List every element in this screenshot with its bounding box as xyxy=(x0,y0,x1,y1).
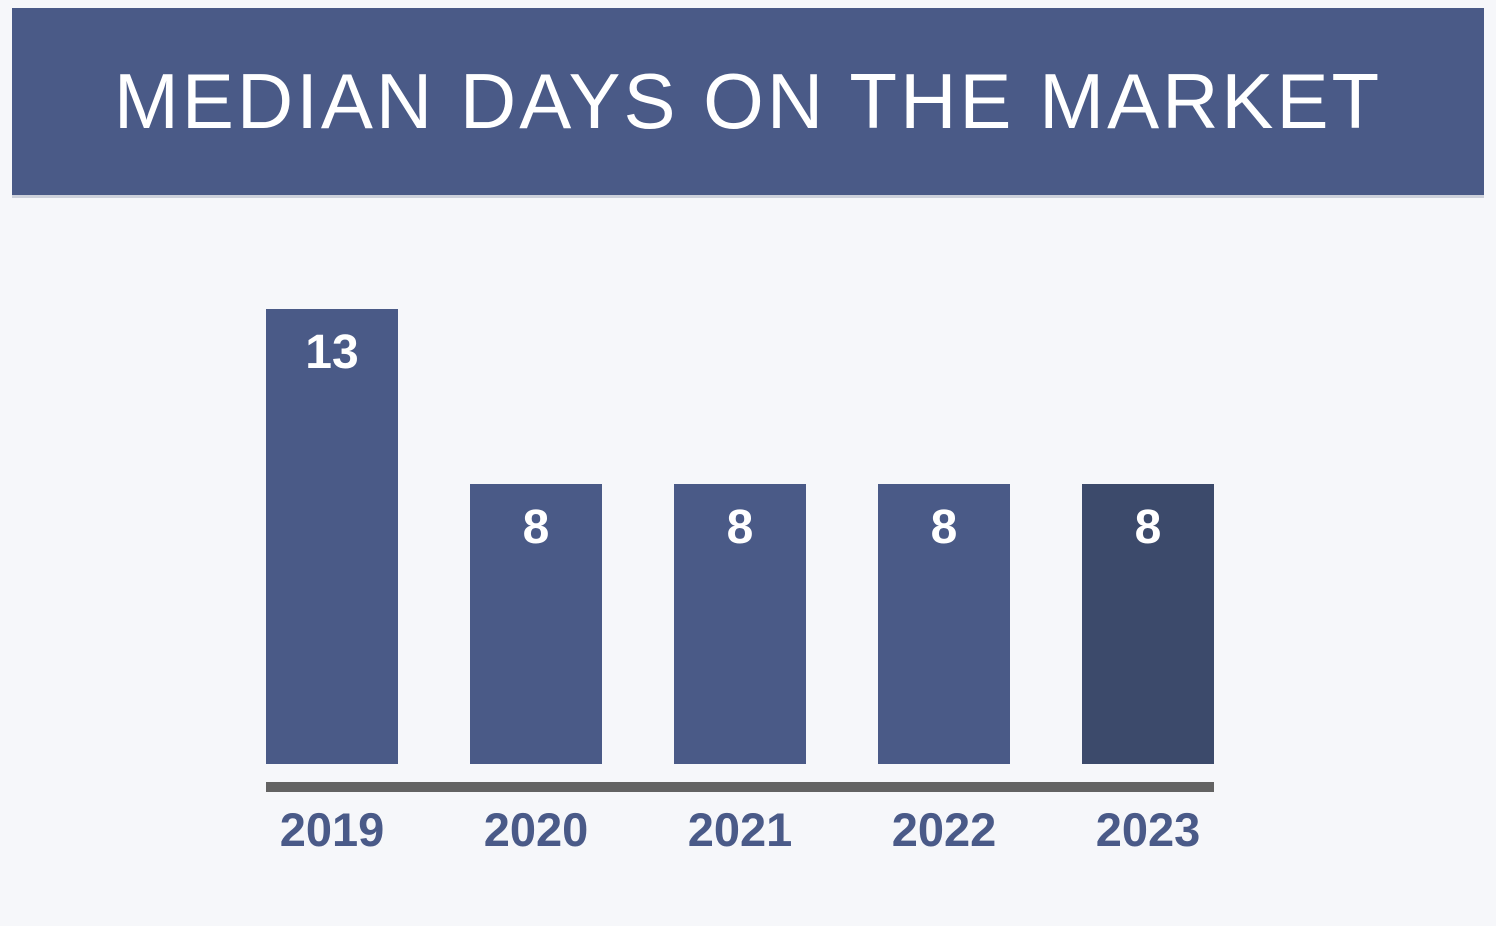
chart-title: MEDIAN DAYS ON THE MARKET xyxy=(113,57,1383,145)
x-axis-label-2021: 2021 xyxy=(687,803,793,856)
x-axis-label-2022: 2022 xyxy=(891,803,997,856)
x-axis-label-2020: 2020 xyxy=(483,803,589,856)
x-axis-line xyxy=(266,782,1214,792)
bar-value-label: 8 xyxy=(522,501,550,554)
bar-2023: 8 xyxy=(1082,484,1214,764)
x-axis-label-2023: 2023 xyxy=(1095,803,1201,856)
bar-value-label: 8 xyxy=(726,501,754,554)
bar-2020: 8 xyxy=(470,484,602,764)
x-axis-label-2019: 2019 xyxy=(279,803,385,856)
bar-chart-plot-area: 13 8 8 8 8 xyxy=(266,309,1214,764)
bar-2022: 8 xyxy=(878,484,1010,764)
chart-title-banner: MEDIAN DAYS ON THE MARKET xyxy=(12,8,1484,198)
bar-value-label: 8 xyxy=(1134,501,1162,554)
x-axis-labels: 2019 2020 2021 2022 2023 xyxy=(266,804,1214,856)
bar-2019: 13 xyxy=(266,309,398,764)
bar-2021: 8 xyxy=(674,484,806,764)
bar-value-label: 8 xyxy=(930,501,958,554)
bar-value-label: 13 xyxy=(305,326,359,379)
